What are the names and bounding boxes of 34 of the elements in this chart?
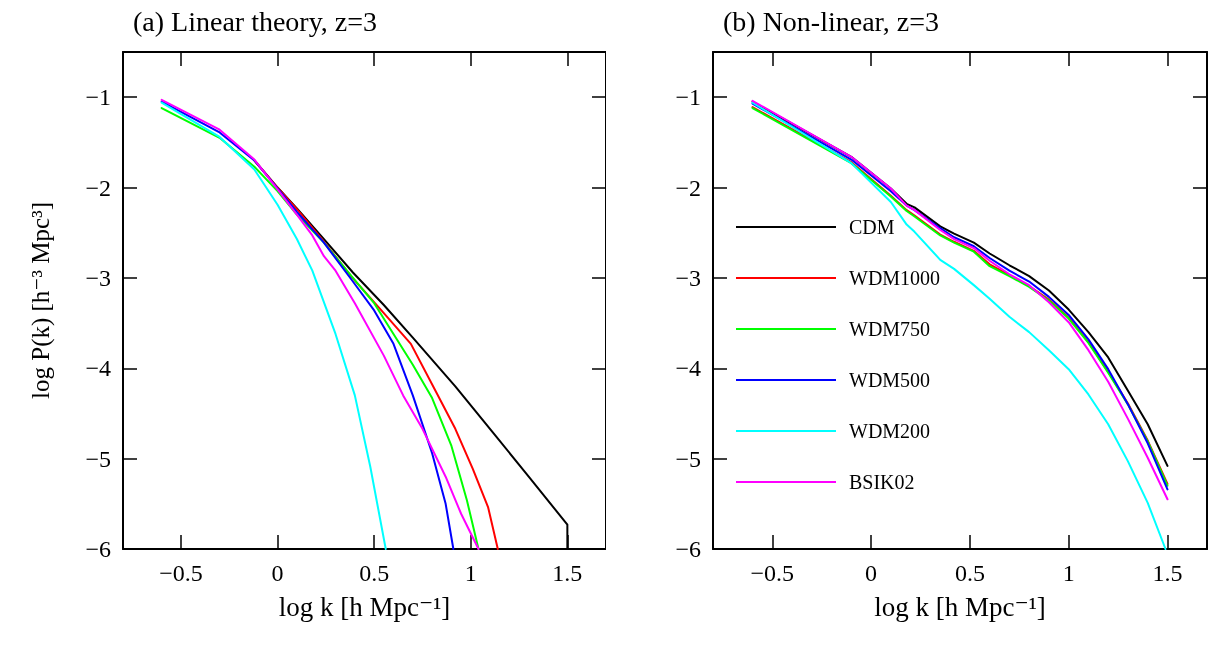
x-tick-label: 1: [464, 560, 477, 586]
legend-label: WDM500: [849, 369, 931, 391]
x-tick-label: 0.5: [359, 560, 390, 586]
x-tick-label: 0: [271, 560, 284, 586]
y-tick-label: −4: [85, 355, 111, 382]
x-tick-label: 0.5: [954, 560, 985, 586]
y-tick-label: −3: [675, 264, 701, 291]
x-tick-label: 1.5: [1152, 560, 1183, 586]
chart-title: (b) Non-linear, z=3: [723, 5, 940, 37]
legend-label: WDM200: [849, 420, 931, 442]
x-tick-label: 1: [1062, 560, 1075, 586]
x-axis-title: log k [h Mpc⁻¹]: [874, 591, 1046, 622]
chart-title: (a) Linear theory, z=3: [133, 5, 378, 37]
y-tick-label: −5: [85, 445, 111, 472]
legend-label: WDM1000: [849, 267, 941, 289]
x-axis-title: log k [h Mpc⁻¹]: [278, 591, 451, 622]
x-tick-label: −0.5: [750, 560, 795, 586]
x-tick-label: 0: [865, 560, 878, 586]
y-axis-title: log P(k) [h⁻³ Mpc³]: [27, 202, 55, 399]
y-tick-label: −2: [85, 174, 111, 201]
line-series: [160, 101, 387, 550]
legend-label: BSIK02: [849, 471, 915, 493]
y-tick-label: −6: [85, 536, 111, 562]
y-tick-label: −1: [85, 84, 111, 111]
y-tick-label: −3: [85, 264, 111, 291]
y-tick-label: −4: [675, 355, 701, 382]
legend-label: WDM750: [849, 318, 931, 340]
x-tick-label: −0.5: [159, 560, 203, 586]
x-tick-label: 1.5: [552, 560, 583, 586]
legend-label: CDM: [849, 216, 895, 238]
y-tick-label: −5: [675, 445, 701, 472]
y-tick-label: −1: [675, 84, 701, 111]
y-tick-label: −2: [675, 174, 701, 201]
y-tick-label: −6: [675, 536, 701, 562]
